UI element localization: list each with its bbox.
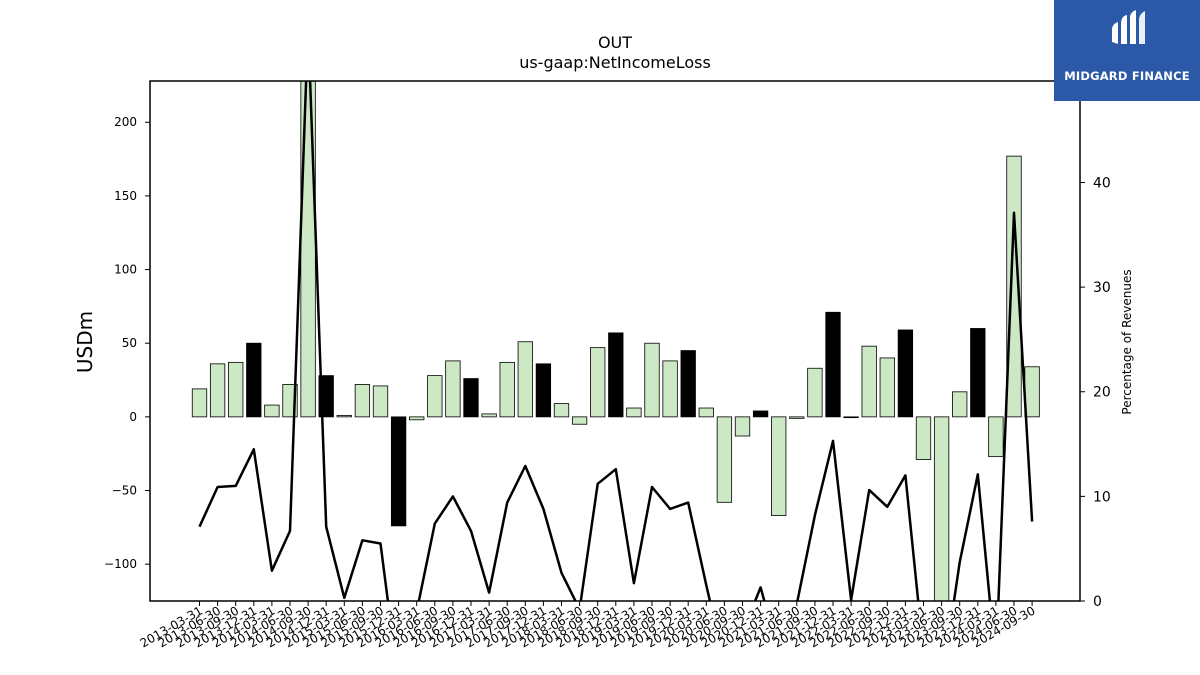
bar-2014-03-31 [264, 404, 280, 418]
bar-2013-06-30 [209, 363, 226, 418]
bar-2018-06-30 [571, 416, 588, 425]
bar-2022-06-30 [861, 345, 877, 418]
bar-2019-03-31 [626, 407, 642, 418]
plot-frame [149, 80, 1081, 602]
chart-subtitle: us-gaap:NetIncomeLoss [519, 53, 711, 72]
bar-2015-03-31 [336, 414, 352, 418]
y2-tick-label: 10 [1093, 489, 1111, 505]
y-tick-label: 100 [114, 263, 137, 277]
y-tick-label: 0 [129, 410, 137, 424]
bar-group [191, 81, 1040, 601]
bar-2019-12-31 [680, 350, 696, 418]
bar-2018-09-30 [590, 347, 606, 418]
bar-2016-06-30 [427, 375, 443, 418]
bar-2016-09-30 [445, 360, 461, 418]
bar-2020-12-31 [752, 410, 769, 418]
bar-2016-03-31 [409, 416, 425, 421]
bar-2017-12-31 [535, 363, 552, 418]
y-tick-label: −50 [112, 484, 137, 498]
bar-2017-09-30 [517, 341, 533, 418]
y-tick-label: −100 [104, 557, 137, 571]
bar-2018-12-31 [608, 332, 624, 418]
bar-2021-06-30 [789, 416, 805, 419]
bar-2024-06-30 [1006, 155, 1022, 418]
logo-mark-icon [1112, 10, 1145, 44]
bar-2024-09-30 [1024, 366, 1040, 418]
bar-2013-12-31 [246, 342, 262, 418]
bar-2022-03-31 [843, 416, 859, 419]
bar-2013-09-30 [228, 361, 244, 418]
bar-2018-03-31 [553, 403, 570, 418]
y-axis-label: USDm [73, 311, 97, 373]
y2-tick-label: 0 [1093, 594, 1102, 610]
y2-tick-label: 30 [1093, 280, 1111, 296]
line-group [198, 81, 1034, 601]
y2-tick-label: 40 [1093, 175, 1111, 191]
bar-2020-06-30 [716, 416, 733, 503]
bar-2022-09-30 [879, 357, 895, 418]
bar-2021-12-31 [825, 311, 841, 418]
bar-2021-03-31 [771, 416, 787, 516]
y-tick-label: 150 [114, 189, 137, 203]
bar-2023-12-31 [970, 328, 986, 418]
y2-tick-label: 20 [1093, 385, 1111, 401]
y-tick-label: 200 [114, 115, 137, 129]
chart-title: OUT [598, 33, 632, 52]
y-axis-left: −100 −50 0 50 100 150 200 [104, 115, 150, 571]
bar-2015-06-30 [354, 384, 371, 418]
bar-2019-09-30 [662, 360, 678, 418]
logo-text: MIDGARD FINANCE [1064, 69, 1190, 83]
bar-2016-12-31 [463, 378, 479, 418]
bar-2024-03-31 [988, 416, 1004, 458]
y2-axis-label: Percentage of Revenues [1120, 269, 1134, 414]
y-axis-right: 0 10 20 30 40 [1080, 175, 1111, 610]
percentage-line [198, 81, 1034, 601]
bar-2013-03-31 [191, 388, 208, 418]
bar-2020-03-31 [698, 407, 714, 418]
bar-2015-09-30 [372, 385, 389, 418]
bar-2019-06-30 [644, 342, 660, 418]
bar-2022-12-31 [897, 329, 914, 418]
bar-2020-09-30 [734, 416, 751, 437]
bar-2021-09-30 [807, 367, 823, 418]
bar-2023-06-30 [933, 416, 950, 601]
bar-2017-03-31 [481, 413, 497, 418]
x-axis: 2013-03-312013-06-302013-09-302013-12-31… [138, 601, 1038, 650]
bar-2014-09-30 [300, 81, 316, 418]
bar-2017-06-30 [499, 361, 515, 418]
bar-2023-09-30 [952, 391, 968, 418]
y-tick-label: 50 [122, 336, 137, 350]
bar-2023-03-31 [915, 416, 932, 460]
brand-logo: MIDGARD FINANCE [1054, 0, 1200, 101]
bar-2015-12-31 [390, 416, 407, 527]
